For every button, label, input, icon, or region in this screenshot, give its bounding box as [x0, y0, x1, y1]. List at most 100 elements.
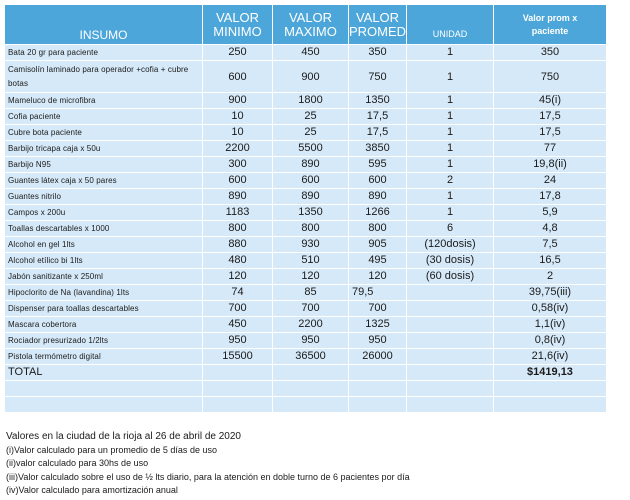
row-min-cell: 600 [202, 172, 273, 189]
row-name-cell: Dispenser para toallas descartables [4, 300, 203, 317]
table-row: Camisolín laminado para operador +cofia … [4, 60, 607, 93]
row-per-patient-cell: 17,5 [493, 124, 607, 141]
table-row: Guantes látex caja x 50 pares 600 600 600 2 2… [4, 172, 607, 189]
empty-cell [272, 364, 349, 381]
row-name-cell: Guantes látex caja x 50 pares [4, 172, 203, 189]
header-valor-prom-line2: paciente [531, 25, 569, 36]
row-name-cell: Camisolín laminado para operador +cofia … [4, 60, 203, 93]
row-prom-cell: 1266 [348, 204, 407, 221]
row-per-patient-cell: 19,8(ii) [493, 156, 607, 173]
header-valor-prom-x-paciente: Valor prom x paciente [493, 4, 607, 45]
row-max-cell: 930 [272, 236, 349, 253]
table-row: Campos x 200u 1183 1350 1266 1 5,9 [4, 204, 607, 221]
header-valor-promed-line1: VALOR [355, 9, 400, 25]
row-prom-cell: 1325 [348, 316, 407, 333]
row-max-cell: 2200 [272, 316, 349, 333]
footnotes: Valores en la ciudad de la rioja al 26 d… [6, 430, 626, 498]
row-unidad-cell: 1 [406, 156, 494, 173]
table-row: Cubre bota paciente 10 25 17,5 1 17,5 [4, 124, 607, 141]
empty-cell [348, 380, 407, 397]
table-row: Alcohol etílico bi 1lts 480 510 495 (30 dosi… [4, 252, 607, 269]
table-row: Cofia paciente 10 25 17,5 1 17,5 [4, 108, 607, 125]
row-max-cell: 1800 [272, 92, 349, 109]
row-name-cell: Toallas descartables x 1000 [4, 220, 203, 237]
row-prom-cell: 17,5 [348, 124, 407, 141]
row-per-patient-cell: 39,75(iii) [493, 284, 607, 301]
row-name-cell: Guantes nitrilo [4, 188, 203, 205]
row-unidad-cell: 1 [406, 44, 494, 61]
row-unidad-cell: 1 [406, 60, 494, 93]
row-per-patient-cell: 17,8 [493, 188, 607, 205]
table-row: Hipoclorito de Na (lavandina) 1lts 74 85 79… [4, 284, 607, 301]
row-name-cell: Alcohol etílico bi 1lts [4, 252, 203, 269]
table-row: Mascara cobertora 450 2200 1325 1,1(iv) [4, 316, 607, 333]
table-row: Bata 20 gr para paciente 250 450 350 1 350 [4, 44, 607, 61]
row-min-cell: 300 [202, 156, 273, 173]
row-prom-cell: 950 [348, 332, 407, 349]
row-unidad-cell: 2 [406, 172, 494, 189]
row-prom-cell: 495 [348, 252, 407, 269]
table-row: Mameluco de microfibra 900 1800 1350 1 45(i) [4, 92, 607, 109]
footnote-ii: (ii)valor calculado para 30hs de uso [6, 458, 149, 468]
row-min-cell: 890 [202, 188, 273, 205]
row-min-cell: 15500 [202, 348, 273, 365]
row-prom-cell: 750 [348, 60, 407, 93]
blank-row [4, 396, 607, 413]
row-min-cell: 120 [202, 268, 273, 285]
row-prom-cell: 79,5 [348, 284, 407, 301]
row-unidad-cell: (30 dosis) [406, 252, 494, 269]
row-min-cell: 950 [202, 332, 273, 349]
supplies-cost-table: INSUMO VALOR MINIMO VALOR MAXIMO VALOR P… [4, 4, 607, 413]
row-name-cell: Cofia paciente [4, 108, 203, 125]
row-per-patient-cell: 45(i) [493, 92, 607, 109]
row-prom-cell: 700 [348, 300, 407, 317]
header-valor-promed: VALOR PROMED [348, 4, 407, 45]
empty-cell [406, 364, 494, 381]
row-unidad-cell: (120dosis) [406, 236, 494, 253]
row-name-cell: Cubre bota paciente [4, 124, 203, 141]
row-per-patient-cell: 350 [493, 44, 607, 61]
table-row: Barbijo tricapa caja x 50u 2200 5500 3850 1 7… [4, 140, 607, 157]
row-min-cell: 600 [202, 60, 273, 93]
row-prom-cell: 600 [348, 172, 407, 189]
row-max-cell: 950 [272, 332, 349, 349]
row-per-patient-cell: 77 [493, 140, 607, 157]
row-max-cell: 1350 [272, 204, 349, 221]
row-per-patient-cell: 21,6(iv) [493, 348, 607, 365]
row-prom-cell: 120 [348, 268, 407, 285]
table-row: Rociador presurizado 1/2lts 950 950 950 0,8(… [4, 332, 607, 349]
row-per-patient-cell: 0,8(iv) [493, 332, 607, 349]
row-per-patient-cell: 16,5 [493, 252, 607, 269]
row-unidad-cell: 1 [406, 188, 494, 205]
row-max-cell: 85 [272, 284, 349, 301]
row-unidad-cell: (60 dosis) [406, 268, 494, 285]
row-max-cell: 700 [272, 300, 349, 317]
footnote-date: Valores en la ciudad de la rioja al 26 d… [6, 431, 241, 442]
row-per-patient-cell: 7,5 [493, 236, 607, 253]
row-name-cell: Rociador presurizado 1/2lts [4, 332, 203, 349]
row-per-patient-cell: 2 [493, 268, 607, 285]
row-prom-cell: 3850 [348, 140, 407, 157]
row-prom-cell: 890 [348, 188, 407, 205]
row-max-cell: 900 [272, 60, 349, 93]
row-min-cell: 480 [202, 252, 273, 269]
row-min-cell: 10 [202, 124, 273, 141]
header-valor-maximo-line1: VALOR [288, 9, 333, 25]
empty-cell [272, 396, 349, 413]
row-min-cell: 700 [202, 300, 273, 317]
row-prom-cell: 800 [348, 220, 407, 237]
row-min-cell: 900 [202, 92, 273, 109]
row-max-cell: 25 [272, 124, 349, 141]
empty-cell [202, 380, 273, 397]
row-per-patient-cell: 4,8 [493, 220, 607, 237]
header-unidad: UNIDAD [406, 4, 494, 45]
row-min-cell: 1183 [202, 204, 273, 221]
row-max-cell: 510 [272, 252, 349, 269]
footnote-i: (i)Valor calculado para un promedio de 5… [6, 444, 217, 455]
row-unidad-cell [406, 284, 494, 301]
row-min-cell: 74 [202, 284, 273, 301]
row-name-cell: Bata 20 gr para paciente [4, 44, 203, 61]
row-max-cell: 890 [272, 156, 349, 173]
header-valor-minimo-line1: VALOR [215, 9, 260, 25]
row-unidad-cell: 1 [406, 92, 494, 109]
